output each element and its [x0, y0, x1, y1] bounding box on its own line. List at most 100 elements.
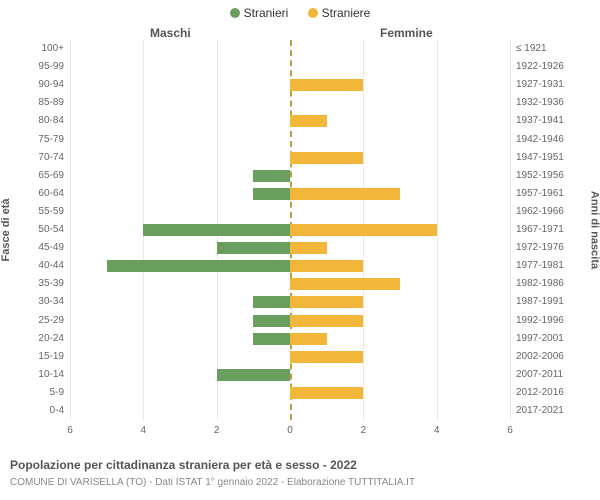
age-row: 20-241997-2001 [70, 330, 510, 348]
birth-year-label: 1947-1951 [516, 152, 586, 163]
legend-swatch-female [308, 8, 318, 18]
x-tick-label: 6 [507, 425, 513, 436]
age-label: 85-89 [4, 97, 64, 108]
bar-female [290, 296, 363, 308]
age-row: 80-841937-1941 [70, 112, 510, 130]
birth-year-label: 1957-1961 [516, 188, 586, 199]
birth-year-label: 2017-2021 [516, 405, 586, 416]
bar-female [290, 387, 363, 399]
x-tick-label: 2 [214, 425, 220, 436]
bar-male [253, 170, 290, 182]
age-row: 25-291992-1996 [70, 312, 510, 330]
x-tick-label: 4 [434, 425, 440, 436]
birth-year-label: 2012-2016 [516, 387, 586, 398]
birth-year-label: 1927-1931 [516, 79, 586, 90]
age-label: 95-99 [4, 61, 64, 72]
bar-male [253, 315, 290, 327]
age-label: 45-49 [4, 242, 64, 253]
age-label: 10-14 [4, 369, 64, 380]
legend: Stranieri Straniere [0, 6, 600, 21]
legend-item-female: Straniere [308, 6, 371, 20]
x-tick-label: 4 [141, 425, 147, 436]
age-row: 95-991922-1926 [70, 58, 510, 76]
age-row: 35-391982-1986 [70, 275, 510, 293]
age-label: 90-94 [4, 79, 64, 90]
birth-year-label: 1962-1966 [516, 206, 586, 217]
age-row: 50-541967-1971 [70, 221, 510, 239]
birth-year-label: 1982-1986 [516, 278, 586, 289]
age-row: 70-741947-1951 [70, 149, 510, 167]
age-row: 55-591962-1966 [70, 203, 510, 221]
x-tick-label: 6 [67, 425, 73, 436]
birth-year-label: 1967-1971 [516, 224, 586, 235]
birth-year-label: 1972-1976 [516, 242, 586, 253]
birth-year-label: 1932-1936 [516, 97, 586, 108]
age-label: 5-9 [4, 387, 64, 398]
bar-male [107, 260, 290, 272]
age-label: 30-34 [4, 296, 64, 307]
bar-female [290, 260, 363, 272]
age-label: 15-19 [4, 351, 64, 362]
birth-year-label: 1937-1941 [516, 115, 586, 126]
age-label: 50-54 [4, 224, 64, 235]
age-label: 20-24 [4, 333, 64, 344]
bar-female [290, 351, 363, 363]
age-label: 35-39 [4, 278, 64, 289]
bar-female [290, 278, 400, 290]
birth-year-label: 2002-2006 [516, 351, 586, 362]
section-label-male: Maschi [150, 26, 191, 40]
birth-year-label: 1942-1946 [516, 134, 586, 145]
age-row: 45-491972-1976 [70, 239, 510, 257]
bar-male [253, 188, 290, 200]
age-row: 85-891932-1936 [70, 94, 510, 112]
bar-male [253, 296, 290, 308]
bar-female [290, 79, 363, 91]
birth-year-label: 1952-1956 [516, 170, 586, 181]
age-row: 5-92012-2016 [70, 384, 510, 402]
y-axis-title-right: Anni di nascita [588, 191, 600, 269]
plot-area: 6420246100+≤ 192195-991922-192690-941927… [70, 40, 510, 420]
birth-year-label: 1977-1981 [516, 260, 586, 271]
chart-title: Popolazione per cittadinanza straniera p… [10, 458, 357, 472]
legend-label-male: Stranieri [244, 6, 289, 20]
birth-year-label: ≤ 1921 [516, 43, 586, 54]
age-row: 75-791942-1946 [70, 131, 510, 149]
birth-year-label: 1987-1991 [516, 296, 586, 307]
age-label: 40-44 [4, 260, 64, 271]
birth-year-label: 1922-1926 [516, 61, 586, 72]
age-row: 30-341987-1991 [70, 293, 510, 311]
legend-item-male: Stranieri [230, 6, 289, 20]
age-row: 65-691952-1956 [70, 167, 510, 185]
gridline [510, 40, 511, 420]
age-row: 40-441977-1981 [70, 257, 510, 275]
age-label: 60-64 [4, 188, 64, 199]
x-tick-label: 0 [287, 425, 293, 436]
bar-female [290, 333, 327, 345]
legend-label-female: Straniere [322, 6, 371, 20]
age-label: 100+ [4, 43, 64, 54]
age-row: 15-192002-2006 [70, 348, 510, 366]
section-label-female: Femmine [380, 26, 433, 40]
bar-female [290, 188, 400, 200]
birth-year-label: 1992-1996 [516, 315, 586, 326]
bar-female [290, 152, 363, 164]
legend-swatch-male [230, 8, 240, 18]
age-label: 0-4 [4, 405, 64, 416]
age-row: 90-941927-1931 [70, 76, 510, 94]
x-tick-label: 2 [361, 425, 367, 436]
age-row: 10-142007-2011 [70, 366, 510, 384]
bar-male [217, 242, 290, 254]
bar-male [217, 369, 290, 381]
bar-male [253, 333, 290, 345]
bar-female [290, 224, 437, 236]
age-label: 65-69 [4, 170, 64, 181]
age-label: 80-84 [4, 115, 64, 126]
age-row: 60-641957-1961 [70, 185, 510, 203]
bar-male [143, 224, 290, 236]
bar-female [290, 115, 327, 127]
population-pyramid-chart: Stranieri Straniere Maschi Femmine Fasce… [0, 0, 600, 500]
bar-female [290, 242, 327, 254]
bar-female [290, 315, 363, 327]
age-label: 70-74 [4, 152, 64, 163]
age-label: 75-79 [4, 134, 64, 145]
